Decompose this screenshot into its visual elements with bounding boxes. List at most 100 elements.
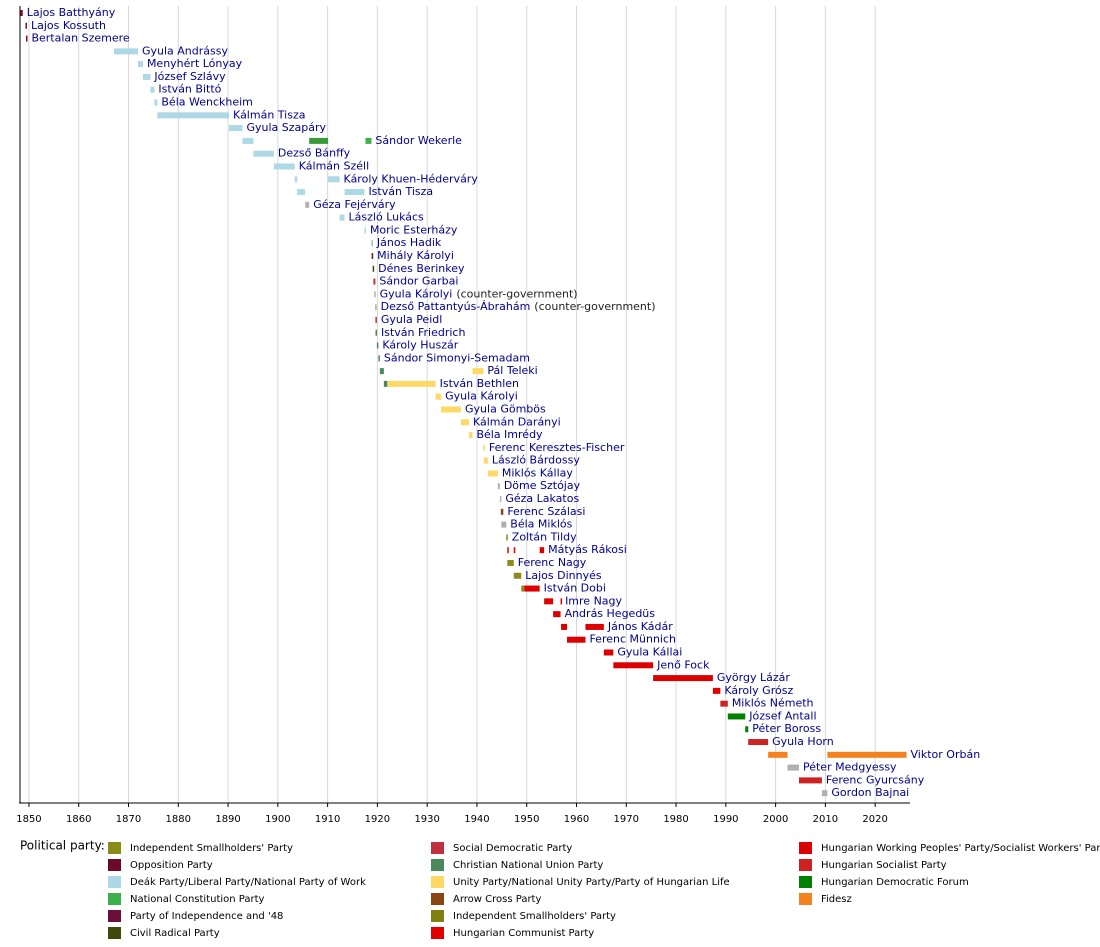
term-bar bbox=[748, 739, 769, 746]
term-bar bbox=[613, 662, 654, 669]
legend-swatch bbox=[108, 927, 121, 939]
pm-name: Péter Medgyessy bbox=[803, 761, 897, 774]
x-tick-label: 1960 bbox=[564, 814, 589, 825]
term-bar bbox=[544, 598, 554, 605]
pm-name: Miklós Németh bbox=[732, 697, 814, 710]
term-bar bbox=[373, 278, 376, 285]
term-bar bbox=[378, 355, 380, 362]
pm-name: István Dobi bbox=[544, 582, 606, 595]
pm-name-text: Béla Miklós bbox=[510, 518, 572, 531]
pm-name: Géza Lakatos bbox=[505, 492, 579, 505]
term-bar bbox=[344, 189, 365, 196]
pm-name-text: Zoltán Tildy bbox=[512, 530, 577, 543]
term-bar bbox=[339, 214, 345, 221]
pm-name: Géza Fejérváry bbox=[313, 198, 396, 211]
pm-name-text: István Bethlen bbox=[440, 377, 519, 390]
pm-name-text: József Szlávy bbox=[153, 70, 226, 83]
pm-name-text: Lajos Kossuth bbox=[31, 19, 106, 32]
term-bar bbox=[374, 291, 376, 298]
term-bar bbox=[768, 751, 788, 758]
pm-name-text: Károly Huszár bbox=[382, 339, 458, 352]
term-bar bbox=[114, 48, 138, 55]
term-bar bbox=[150, 86, 155, 93]
term-bar bbox=[483, 444, 485, 451]
term-bar bbox=[727, 713, 746, 720]
pm-name-text: Menyhért Lónyay bbox=[147, 57, 243, 70]
term-bar bbox=[25, 35, 28, 42]
term-bar bbox=[435, 393, 442, 400]
term-bar bbox=[653, 675, 713, 682]
term-bar bbox=[20, 10, 23, 16]
term-bar bbox=[787, 764, 799, 771]
pm-name: Ferenc Szálasi bbox=[507, 505, 585, 518]
x-tick-label: 1850 bbox=[16, 814, 41, 825]
pm-name-text: Ferenc Nagy bbox=[518, 556, 587, 569]
legend-label: Fidesz bbox=[821, 894, 852, 905]
term-bar bbox=[328, 176, 340, 183]
pm-name: Péter Boross bbox=[752, 722, 821, 735]
pm-name: Miklós Kállay bbox=[502, 466, 574, 479]
pm-name: Pál Teleki bbox=[487, 364, 537, 377]
pm-name-text: Ferenc Keresztes-Fischer bbox=[489, 441, 625, 454]
pm-name: János Kádár bbox=[607, 620, 673, 633]
pm-name: István Bittó bbox=[158, 83, 221, 96]
pm-name: Károly Huszár bbox=[382, 339, 458, 352]
pm-name-text: Bertalan Szemere bbox=[31, 32, 129, 45]
term-bar bbox=[500, 508, 504, 515]
legend-label: Social Democratic Party bbox=[453, 843, 572, 854]
x-tick-label: 1930 bbox=[414, 814, 439, 825]
pm-name: József Szlávy bbox=[153, 70, 226, 83]
pm-name-text: István Friedrich bbox=[381, 326, 465, 339]
pm-name-text: Kálmán Tisza bbox=[233, 108, 305, 121]
pm-name: Menyhért Lónyay bbox=[147, 57, 243, 70]
pm-name: Gyula Andrássy bbox=[142, 44, 229, 57]
pm-name-text: Péter Medgyessy bbox=[803, 761, 897, 774]
term-bar bbox=[603, 649, 614, 656]
pm-name: Kálmán Darányi bbox=[473, 415, 561, 428]
legend-swatch bbox=[431, 842, 444, 854]
term-bar bbox=[305, 201, 310, 208]
term-bar bbox=[25, 22, 27, 29]
pm-name-text: Béla Imrédy bbox=[476, 428, 543, 441]
pm-name-text: Mihály Károlyi bbox=[377, 249, 454, 262]
term-bar bbox=[387, 380, 436, 387]
term-bar bbox=[297, 189, 306, 196]
x-tick-label: 1880 bbox=[166, 814, 191, 825]
term-bar bbox=[364, 227, 366, 234]
term-bar bbox=[560, 598, 563, 605]
term-bar bbox=[720, 700, 728, 707]
pm-name: Viktor Orbán bbox=[911, 748, 981, 761]
term-bar bbox=[561, 623, 568, 630]
term-bar bbox=[229, 125, 243, 132]
term-bar bbox=[472, 368, 484, 375]
term-bar bbox=[585, 623, 604, 630]
pm-name-text: Béla Wenckheim bbox=[161, 96, 253, 109]
pm-name: Zoltán Tildy bbox=[512, 530, 577, 543]
pm-name-text: Gyula Kállai bbox=[617, 646, 682, 659]
pm-name: Gyula Károlyi bbox=[445, 390, 518, 403]
legend-swatch bbox=[799, 876, 812, 888]
legend-label: Opposition Party bbox=[130, 860, 213, 871]
pm-name: Gyula Károlyi (counter-government) bbox=[380, 287, 578, 300]
pm-name: Dezső Pattantyús-Ábrahám (counter-governm… bbox=[381, 300, 656, 313]
pm-name-text: István Bittó bbox=[158, 83, 221, 96]
pm-name-text: Imre Nagy bbox=[565, 594, 622, 607]
legend-label: Christian National Union Party bbox=[453, 860, 603, 871]
pm-name-text: György Lázár bbox=[717, 671, 790, 684]
pm-name-text: Miklós Németh bbox=[732, 697, 814, 710]
pm-name: István Bethlen bbox=[440, 377, 519, 390]
term-bar bbox=[375, 304, 377, 311]
x-tick-label: 1900 bbox=[265, 814, 290, 825]
x-tick-label: 1870 bbox=[116, 814, 141, 825]
pm-name: Kálmán Tisza bbox=[233, 108, 305, 121]
term-bar bbox=[441, 406, 462, 413]
term-bar bbox=[376, 342, 379, 349]
term-bar bbox=[712, 687, 721, 694]
pm-name-text: József Antall bbox=[748, 709, 816, 722]
pm-name: Ferenc Nagy bbox=[518, 556, 587, 569]
legend-label: Hungarian Democratic Forum bbox=[821, 877, 969, 888]
term-bar bbox=[365, 137, 372, 144]
pm-name-text: László Bárdossy bbox=[492, 454, 580, 467]
pm-name: Moric Esterházy bbox=[370, 223, 458, 236]
